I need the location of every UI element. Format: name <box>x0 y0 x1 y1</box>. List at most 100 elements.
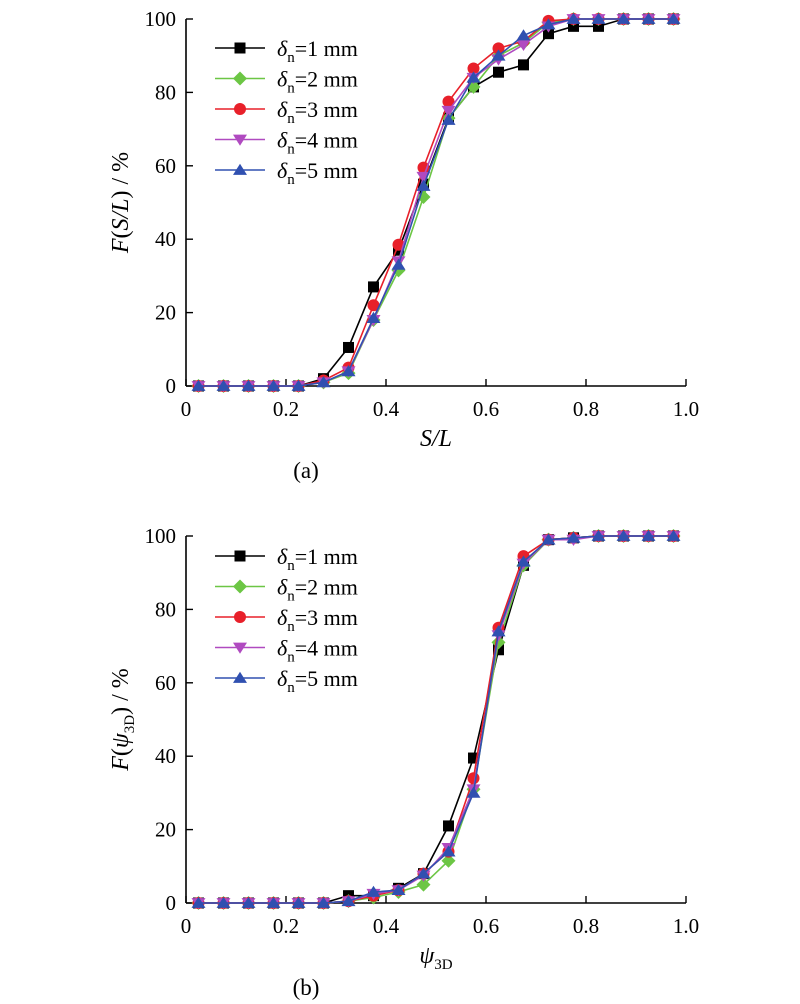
legend-entry: δn=1 mm <box>277 36 358 66</box>
series-2 <box>191 12 681 393</box>
y-axis-title-var: S/L <box>108 198 134 230</box>
y-tick-label: 60 <box>155 671 176 695</box>
data-point <box>541 533 556 545</box>
data-point <box>416 189 431 204</box>
y-axis-title-unit: ) / % <box>108 152 134 199</box>
legend-entry: δn=2 mm <box>277 67 358 97</box>
legend-marker <box>234 42 246 54</box>
data-point <box>468 752 479 764</box>
y-axis-title-paren: ( <box>108 748 134 756</box>
x-tick-label: 0.6 <box>473 914 499 938</box>
legend-symbol: δ <box>277 605 288 630</box>
y-axis-title-unit: ) / % <box>108 668 134 715</box>
y-tick-label: 80 <box>155 597 176 621</box>
y-axis-title-paren: ( <box>108 231 134 239</box>
data-point <box>443 820 454 832</box>
series-5 <box>191 12 681 391</box>
data-point <box>568 20 579 32</box>
legend-symbol: δ <box>277 36 288 61</box>
legend-subscript: n <box>287 650 295 666</box>
legend-marker <box>233 71 247 86</box>
data-point <box>441 845 456 857</box>
series-1 <box>193 530 679 909</box>
x-axis-title-main: ψ <box>419 943 435 969</box>
legend-subscript: n <box>287 172 295 188</box>
series-line <box>198 18 674 387</box>
legend-subscript: n <box>287 142 295 158</box>
data-point <box>493 66 504 78</box>
legend-label: =2 mm <box>295 67 358 92</box>
y-tick-label: 100 <box>145 7 177 31</box>
y-tick-label: 0 <box>166 374 177 398</box>
series-line <box>198 18 674 387</box>
data-point <box>467 772 480 785</box>
series-line <box>198 535 674 904</box>
series-3 <box>192 530 680 909</box>
y-tick-label: 20 <box>155 301 176 325</box>
legend-entry: δn=5 mm <box>277 158 358 188</box>
data-point <box>416 179 431 191</box>
data-point <box>316 896 331 908</box>
data-point <box>441 853 456 868</box>
data-point <box>266 379 281 391</box>
legend-subscript: n <box>287 680 295 696</box>
series-line <box>198 535 674 904</box>
data-point <box>392 238 405 251</box>
legend-label: =5 mm <box>295 158 358 183</box>
legend-marker <box>233 642 247 654</box>
data-point <box>666 529 681 541</box>
data-point <box>492 42 505 55</box>
data-point <box>441 105 456 118</box>
legend-entry: δn=4 mm <box>277 636 358 666</box>
data-point <box>241 379 256 391</box>
y-axis-title-f: F <box>108 238 134 254</box>
data-point <box>291 379 306 391</box>
series-line <box>198 535 674 904</box>
legend-symbol: δ <box>277 67 288 92</box>
data-point <box>341 365 356 377</box>
x-tick-label: 0.2 <box>273 397 299 421</box>
legend-symbol: δ <box>277 97 288 122</box>
legend-subscript: n <box>287 619 295 635</box>
x-tick-label: 0.8 <box>573 914 599 938</box>
y-tick-label: 20 <box>155 818 176 842</box>
data-point <box>466 71 481 83</box>
series-5 <box>191 529 681 908</box>
data-point <box>491 625 506 637</box>
y-tick-label: 100 <box>145 524 177 548</box>
legend-symbol: δ <box>277 575 288 600</box>
x-tick-label: 0.2 <box>273 914 299 938</box>
data-point <box>366 311 381 324</box>
data-point <box>566 12 581 24</box>
data-point <box>543 28 554 40</box>
y-axis-title-var: ψ <box>108 732 134 748</box>
legend-subscript: n <box>287 111 295 127</box>
data-point <box>391 258 406 270</box>
series-1 <box>193 13 679 392</box>
legend-label: =3 mm <box>295 97 358 122</box>
series-3 <box>192 13 680 392</box>
panel-label: (b) <box>293 975 320 1000</box>
legend-entry: δn=4 mm <box>277 128 358 158</box>
legend-entry: δn=3 mm <box>277 605 358 635</box>
legend-entry: δn=3 mm <box>277 97 358 127</box>
series-4 <box>191 14 681 393</box>
y-tick-label: 60 <box>155 154 176 178</box>
legend-label: =2 mm <box>295 575 358 600</box>
data-point <box>616 12 631 24</box>
legend-label: =3 mm <box>295 605 358 630</box>
data-point <box>641 12 656 24</box>
series-line <box>198 18 674 387</box>
legend-symbol: δ <box>277 544 288 569</box>
data-point <box>518 59 529 71</box>
series-line <box>198 535 674 904</box>
data-point <box>467 62 480 75</box>
data-point <box>516 39 531 51</box>
series-line <box>198 535 674 904</box>
data-point <box>341 894 356 907</box>
data-point <box>591 529 606 541</box>
